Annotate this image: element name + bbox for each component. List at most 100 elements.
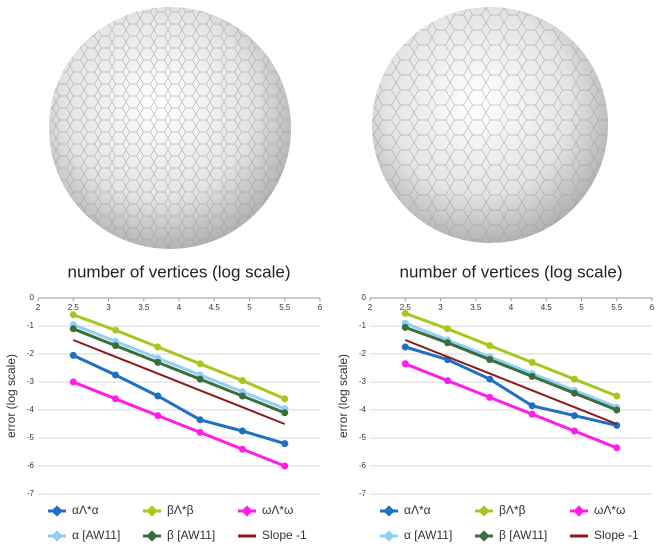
series-line: [73, 315, 285, 399]
data-point: [154, 393, 161, 400]
y-tick-label: -2: [359, 349, 367, 358]
legend-marker: [51, 505, 62, 516]
data-point: [571, 412, 578, 419]
legend-label: αΛ*α: [72, 503, 99, 517]
data-point: [613, 393, 620, 400]
data-point: [70, 352, 77, 359]
y-tick-label: 0: [30, 293, 35, 302]
x-tick-label: 3.5: [470, 303, 482, 312]
data-point: [529, 411, 536, 418]
data-point: [197, 376, 204, 383]
legend-marker: [383, 530, 394, 541]
series-line: [405, 327, 617, 410]
legend-label: β [AW11]: [499, 528, 547, 542]
data-point: [197, 429, 204, 436]
data-point: [112, 327, 119, 334]
data-point: [444, 325, 451, 332]
legend-label: ωΛ*ω: [262, 503, 293, 517]
x-tick-label: 2: [368, 303, 373, 312]
x-tick-label: 3: [106, 303, 111, 312]
series-line: [405, 323, 617, 407]
sphere-mesh: [49, 7, 291, 249]
sphere-mesh: [372, 7, 608, 243]
legend-label: Slope -1: [262, 528, 307, 542]
x-tick-label: 2.5: [68, 303, 80, 312]
data-point: [70, 379, 77, 386]
data-point: [486, 394, 493, 401]
data-point: [70, 311, 77, 318]
data-point: [281, 395, 288, 402]
data-point: [154, 359, 161, 366]
data-point: [571, 376, 578, 383]
data-point: [239, 393, 246, 400]
x-tick-label: 4: [177, 303, 182, 312]
legend-marker: [478, 505, 489, 516]
data-point: [402, 360, 409, 367]
x-tick-label: 6: [650, 303, 655, 312]
x-tick-label: 5.5: [279, 303, 291, 312]
legend-marker: [573, 505, 584, 516]
data-point: [486, 356, 493, 363]
y-tick-label: -1: [359, 321, 367, 330]
data-point: [112, 395, 119, 402]
data-point: [529, 373, 536, 380]
data-point: [197, 416, 204, 423]
x-tick-label: 5: [247, 303, 252, 312]
legend-marker: [146, 530, 157, 541]
data-point: [444, 339, 451, 346]
x-tick-label: 3.5: [138, 303, 150, 312]
data-point: [197, 360, 204, 367]
legend-marker: [51, 530, 62, 541]
data-point: [154, 412, 161, 419]
chart-title: number of vertices (log scale): [68, 262, 291, 281]
y-tick-label: -1: [27, 321, 35, 330]
data-point: [402, 344, 409, 351]
data-point: [613, 407, 620, 414]
y-tick-label: -3: [359, 377, 367, 386]
x-tick-label: 3: [438, 303, 443, 312]
data-point: [486, 376, 493, 383]
data-point: [281, 463, 288, 470]
legend-marker: [478, 530, 489, 541]
data-point: [571, 390, 578, 397]
legend-label: ωΛ*ω: [594, 503, 625, 517]
series-line: [405, 347, 617, 425]
y-tick-label: -7: [359, 489, 367, 498]
x-tick-label: 6: [318, 303, 323, 312]
y-tick-label: -7: [27, 489, 35, 498]
y-tick-label: -5: [359, 433, 367, 442]
x-tick-label: 5: [579, 303, 584, 312]
data-point: [239, 446, 246, 453]
legend-label: β [AW11]: [167, 528, 215, 542]
legend-label: αΛ*α: [404, 503, 431, 517]
y-tick-label: -4: [27, 405, 35, 414]
data-point: [444, 377, 451, 384]
data-point: [112, 342, 119, 349]
data-point: [154, 344, 161, 351]
legend-label: βΛ*β: [167, 503, 194, 517]
figure: number of vertices (log scale) error (log…: [0, 0, 660, 546]
y-tick-label: -2: [27, 349, 35, 358]
legend-marker: [241, 505, 252, 516]
y-tick-label: 0: [362, 293, 367, 302]
data-point: [281, 440, 288, 447]
data-point: [529, 402, 536, 409]
data-point: [571, 428, 578, 435]
data-point: [402, 324, 409, 331]
y-tick-label: -6: [27, 461, 35, 470]
legend-label: βΛ*β: [499, 503, 526, 517]
data-point: [529, 359, 536, 366]
y-axis-label: error (log scale): [4, 354, 18, 438]
data-point: [486, 342, 493, 349]
legend-marker: [146, 505, 157, 516]
y-tick-label: -5: [27, 433, 35, 442]
data-point: [402, 310, 409, 317]
x-tick-label: 4: [509, 303, 514, 312]
legend-label: Slope -1: [594, 528, 639, 542]
data-point: [239, 377, 246, 384]
x-tick-label: 5.5: [611, 303, 623, 312]
data-point: [112, 372, 119, 379]
series-line: [405, 364, 617, 448]
y-axis-label: error (log scale): [336, 354, 350, 438]
y-tick-label: -6: [359, 461, 367, 470]
